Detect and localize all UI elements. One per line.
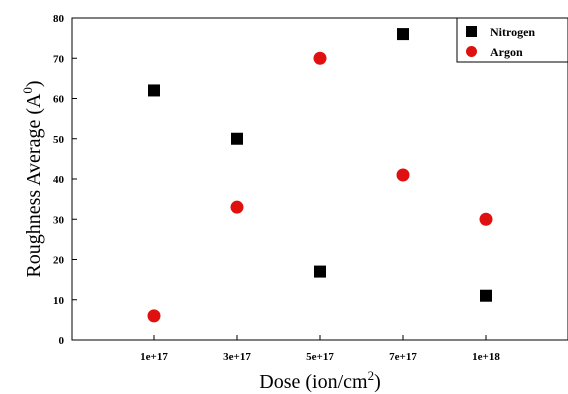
argon-point	[479, 212, 493, 226]
y-tick-label: 70	[53, 53, 65, 65]
x-tick-label: 1e+18	[472, 351, 500, 363]
y-tick-label: 20	[53, 255, 65, 267]
nitrogen-point	[397, 28, 409, 41]
x-tick-label: 5e+17	[306, 351, 334, 363]
y-tick-label: 30	[53, 214, 65, 226]
y-tick-label: 40	[53, 174, 65, 186]
legend-argon-label: Argon	[490, 45, 523, 59]
nitrogen-point	[480, 289, 492, 302]
y-tick-label: 60	[53, 94, 65, 106]
legend-nitrogen-marker	[466, 26, 477, 37]
y-tick-label: 10	[53, 295, 65, 307]
y-tick-label: 80	[53, 13, 65, 25]
data-points	[147, 28, 493, 323]
y-axis-ticks: 0 10 20 30 40 50 60 70 80	[53, 13, 77, 347]
legend: Nitrogen Argon	[456, 17, 568, 63]
x-tick-label: 7e+17	[389, 351, 417, 363]
y-axis-title: Roughness Average (A0)	[20, 80, 45, 277]
nitrogen-point	[148, 84, 160, 97]
x-axis-ticks: 1e+17 3e+17 5e+17 7e+17 1e+18	[140, 335, 500, 363]
argon-point	[147, 309, 161, 323]
x-axis-title: Dose (ion/cm2)	[259, 368, 380, 393]
x-tick-label: 3e+17	[223, 351, 251, 363]
argon-point	[230, 200, 244, 214]
argon-point	[313, 51, 327, 65]
legend-nitrogen-label: Nitrogen	[490, 25, 535, 39]
nitrogen-point	[314, 265, 326, 278]
y-tick-label: 0	[59, 335, 65, 347]
plot-frame	[71, 17, 568, 341]
x-tick-label: 1e+17	[140, 351, 168, 363]
nitrogen-point	[231, 132, 243, 145]
argon-point	[396, 168, 410, 182]
y-tick-label: 50	[53, 134, 65, 146]
legend-argon-marker	[466, 46, 477, 57]
